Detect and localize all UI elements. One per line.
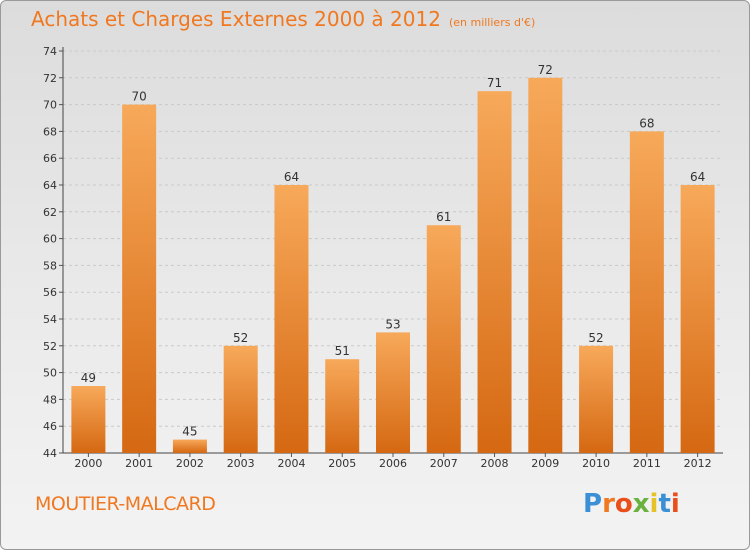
- y-tick-label: 70: [43, 99, 57, 112]
- bar-value-label: 68: [639, 116, 654, 130]
- bar-value-label: 51: [335, 344, 350, 358]
- bar-value-label: 70: [132, 90, 147, 104]
- bar-value-label: 72: [538, 63, 553, 77]
- bar: [579, 345, 614, 453]
- y-tick-label: 74: [43, 45, 57, 58]
- bar: [629, 131, 664, 453]
- bar: [223, 345, 258, 453]
- commune-name: MOUTIER-MALCARD: [35, 493, 216, 515]
- bar-value-label: 71: [487, 76, 502, 90]
- bar: [71, 386, 106, 453]
- bar: [376, 332, 410, 453]
- x-tick-label: 2009: [531, 457, 559, 470]
- bar-value-label: 52: [233, 331, 248, 345]
- y-tick-label: 60: [43, 233, 57, 246]
- y-tick-label: 64: [43, 179, 57, 192]
- chart-subtitle: (en milliers d'€): [448, 16, 536, 29]
- bars: [71, 77, 715, 454]
- logo-letter: i: [670, 489, 680, 519]
- y-tick-label: 56: [43, 286, 57, 299]
- logo-letter: i: [649, 489, 659, 519]
- logo-letter: x: [632, 489, 650, 519]
- y-tick-label: 44: [43, 447, 57, 460]
- logo-letter: t: [658, 489, 671, 519]
- bar-value-label: 64: [284, 170, 299, 184]
- x-tick-label: 2010: [582, 457, 610, 470]
- x-tick-label: 2006: [379, 457, 407, 470]
- x-tick-label: 2002: [176, 457, 204, 470]
- x-tick-label: 2004: [277, 457, 305, 470]
- x-tick-label: 2001: [125, 457, 153, 470]
- x-tick-label: 2000: [74, 457, 102, 470]
- bar: [325, 359, 360, 453]
- y-tick-label: 54: [43, 313, 57, 326]
- bar-value-label: 64: [690, 170, 705, 184]
- x-tick-label: 2008: [481, 457, 509, 470]
- y-tick-label: 62: [43, 206, 57, 219]
- y-tick-label: 66: [43, 152, 57, 165]
- bar: [528, 77, 563, 454]
- x-tick-label: 2012: [684, 457, 712, 470]
- y-tick-label: 58: [43, 259, 57, 272]
- y-tick-label: 48: [43, 393, 57, 406]
- bar-value-label: 53: [385, 317, 400, 331]
- y-tick-label: 68: [43, 125, 57, 138]
- bar: [274, 185, 309, 453]
- bar-value-label: 61: [436, 210, 451, 224]
- bar: [122, 104, 157, 453]
- bar: [680, 185, 715, 453]
- bar: [172, 439, 207, 453]
- y-tick-label: 52: [43, 340, 57, 353]
- y-tick-label: 72: [43, 72, 57, 85]
- labels: 44 46 48 50 52 54 56 58 60 62 64 66 68 70 72 74 49 2000 70…: [43, 45, 712, 470]
- x-tick-label: 2003: [227, 457, 255, 470]
- logo-letter: P: [583, 489, 603, 519]
- x-tick-label: 2007: [430, 457, 458, 470]
- x-tick-label: 2005: [328, 457, 356, 470]
- bar: [426, 225, 461, 453]
- logo-letter: r: [602, 489, 615, 519]
- logo-letter: o: [614, 489, 633, 519]
- bar: [477, 91, 512, 453]
- chart-title: Achats et Charges Externes 2000 à 2012: [31, 7, 441, 31]
- bar-value-label: 52: [588, 331, 603, 345]
- bar-value-label: 49: [81, 371, 96, 385]
- y-tick-label: 50: [43, 367, 57, 380]
- chart-title-block: Achats et Charges Externes 2000 à 2012 (e…: [31, 7, 535, 31]
- proxiti-logo: Proxiti: [583, 489, 680, 519]
- bar-value-label: 45: [182, 425, 197, 439]
- x-tick-label: 2011: [633, 457, 661, 470]
- y-tick-label: 46: [43, 420, 57, 433]
